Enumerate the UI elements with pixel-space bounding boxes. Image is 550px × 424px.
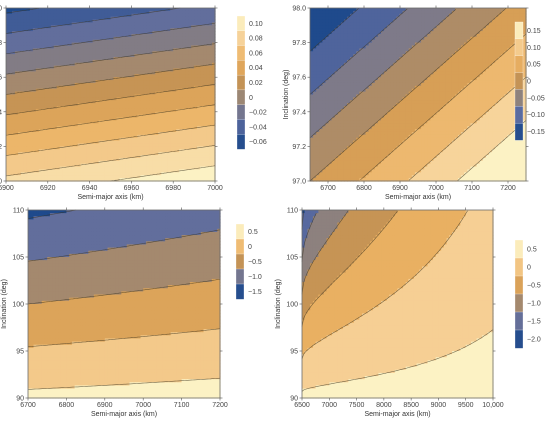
legend-swatch (237, 134, 245, 149)
legend-label: 0.06 (249, 50, 263, 57)
x-tick-label: 7000 (207, 185, 223, 192)
legend-label: 0.02 (249, 80, 263, 87)
legend-label: 0.10 (249, 21, 263, 28)
x-tick-label: 6980 (165, 185, 181, 192)
legend-label: 0 (249, 95, 253, 102)
legend-swatch (237, 60, 245, 75)
x-tick-label: 6940 (82, 185, 98, 192)
x-tick-label: 6900 (0, 185, 14, 192)
x-tick-label: 6920 (40, 185, 56, 192)
legend-swatch (237, 16, 245, 31)
legend-label: 0.04 (249, 65, 263, 72)
legend-swatch (237, 31, 245, 46)
y-tick-label: 97.0 (0, 179, 2, 186)
legend-swatch (237, 90, 245, 105)
y-tick-label: 97.8 (0, 40, 2, 47)
contour-plot-2: 6700 6800 6900 7000 7100 720097.097.297.497.6… (283, 6, 545, 202)
y-tick-label: 97.4 (0, 109, 2, 116)
x-axis-label: Semi-major axis (km) (77, 194, 143, 201)
legend-label: −0.06 (249, 139, 267, 146)
legend-swatch (237, 119, 245, 134)
legend-swatch (237, 46, 245, 61)
y-tick-label: 98.0 (0, 6, 2, 13)
contour-plot-1: 6900 6920 6940 6960 6980 7000 97.0 97.2 97.4 97.6… (0, 6, 267, 202)
legend-label: −0.02 (249, 110, 267, 117)
legend-label: 0.08 (249, 36, 263, 43)
legend-swatch (237, 75, 245, 90)
x-tick-label: 6960 (124, 185, 140, 192)
y-tick-label: 97.2 (0, 144, 2, 151)
legend-label: −0.04 (249, 124, 267, 131)
legend-swatch (237, 105, 245, 120)
y-tick-label: 97.6 (0, 75, 2, 82)
